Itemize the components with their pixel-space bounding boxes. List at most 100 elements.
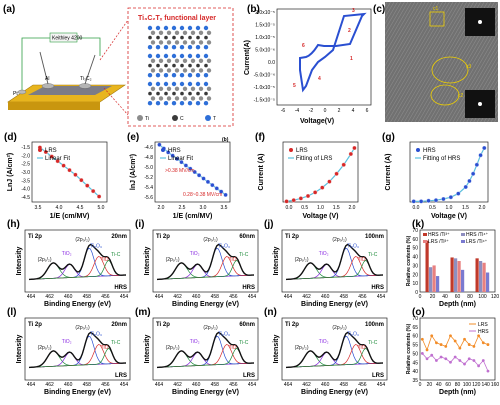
panel-b-ytick-5: -5.0x10⁻⁶ bbox=[254, 73, 275, 79]
panel-e-ytick-5: -5.6 bbox=[144, 195, 153, 201]
panel-f-legend-marker bbox=[289, 148, 293, 152]
panel-h-xtick-2: 460 bbox=[64, 294, 73, 300]
atom-ti-label: Ti bbox=[145, 116, 149, 122]
lattice-atom-83 bbox=[171, 81, 177, 87]
panel-o-point-0-4 bbox=[439, 343, 443, 346]
tem-circle-c2 bbox=[430, 84, 460, 106]
panel-k-xtick-0: 0 bbox=[419, 294, 422, 300]
panel-k-ylabel: Relative contents (%) bbox=[406, 235, 412, 286]
panel-h-state: HRS bbox=[114, 285, 127, 291]
lattice-atom-110 bbox=[198, 96, 204, 101]
panel-h-peak-label-3: Ti₂O₃ bbox=[90, 243, 102, 249]
panel-g-point-1 bbox=[418, 199, 424, 204]
panel-e-point-8 bbox=[192, 169, 197, 175]
panel-j-state: HRS bbox=[371, 285, 384, 291]
lattice-atom-27 bbox=[174, 40, 180, 45]
lattice-atom-96 bbox=[148, 91, 152, 96]
panel-d-xtick-3: 5.0 bbox=[98, 205, 105, 211]
panel-g-legend-0: HRS bbox=[423, 148, 436, 154]
panel-e-fit-line bbox=[159, 144, 226, 196]
panel-h-peak-label-4: Ti-C bbox=[111, 252, 121, 258]
panel-o-point-1-3 bbox=[435, 359, 438, 362]
panel-o-point-0-1 bbox=[425, 348, 429, 352]
panel-k-bar-0-0 bbox=[425, 240, 429, 292]
panel-h-title: Ti 2p bbox=[28, 234, 42, 240]
panel-o-point-1-4 bbox=[439, 355, 443, 359]
lattice-atom-115 bbox=[171, 101, 177, 106]
panel-k-ytick-4: 40 bbox=[412, 255, 418, 261]
panel-k-bar-2-1 bbox=[479, 261, 483, 292]
panel-i-xtick-4: 456 bbox=[229, 294, 238, 300]
panel-i-peak-label-3: Ti₂O₃ bbox=[218, 243, 230, 249]
panel-g-xtick-2: 1.0 bbox=[446, 205, 453, 211]
panel-o-point-1-14 bbox=[486, 369, 490, 373]
panel-k-ytick-1: 10 bbox=[412, 281, 418, 287]
panel-m-ylabel: Intensity bbox=[144, 335, 151, 364]
panel-d-ytick-6: -4.5 bbox=[21, 195, 30, 201]
panel-n-peak-label-2: TiO₂ bbox=[319, 339, 329, 345]
lattice-atom-65 bbox=[158, 68, 164, 73]
panel-e-frame bbox=[154, 141, 231, 203]
ti3c2-electrode bbox=[78, 83, 92, 89]
panel-m-title: Ti 2p bbox=[156, 322, 170, 328]
panel-g-point-6 bbox=[456, 191, 461, 196]
lattice-atom-113 bbox=[155, 101, 161, 106]
panel-e-point-2 bbox=[166, 150, 171, 155]
panel-e-point-3 bbox=[170, 153, 175, 158]
panel-f-point-0 bbox=[284, 199, 289, 204]
panel-n-xtick-1: 462 bbox=[302, 382, 311, 388]
panel-h-peak-label-0: (2p₁/₂) bbox=[38, 257, 52, 263]
panel-k-legend-0: HRS /Ti³⁺ bbox=[428, 232, 450, 238]
lattice-atom-104 bbox=[150, 96, 156, 101]
panel-b-xtick-4: 2 bbox=[338, 108, 341, 114]
lattice-atom-98 bbox=[164, 91, 168, 96]
panel-f-point-1 bbox=[291, 198, 296, 203]
panel-o-point-0-6 bbox=[449, 334, 452, 338]
panel-n-ylabel: Intensity bbox=[273, 335, 280, 364]
panel-j-title: Ti 2p bbox=[285, 234, 299, 240]
lattice-atom-108 bbox=[182, 96, 188, 101]
lattice-atom-77 bbox=[187, 73, 193, 78]
panel-g-xtick-3: 1.5 bbox=[462, 205, 469, 211]
panel-m-envelope bbox=[156, 331, 255, 369]
lattice-atom-22 bbox=[196, 35, 200, 40]
panel-j-peak-label-4: Ti-C bbox=[368, 252, 378, 258]
panel-d-point-10 bbox=[96, 194, 102, 199]
panel-k-bar-1-0 bbox=[450, 257, 454, 292]
lattice-atom-50 bbox=[166, 58, 172, 63]
lattice-atom-26 bbox=[166, 40, 172, 45]
lattice-atom-29 bbox=[190, 40, 196, 45]
panel-d-point-1 bbox=[43, 149, 48, 155]
panel-l-ylabel: Intensity bbox=[16, 335, 23, 364]
panel-h-peak-label-5: TiO bbox=[101, 257, 109, 263]
panel-f-xtick-4: 2.0 bbox=[349, 205, 356, 211]
lattice-atom-19 bbox=[172, 35, 176, 40]
panel-k-xtick-3: 60 bbox=[455, 294, 461, 300]
lattice-atom-92 bbox=[182, 86, 188, 92]
panel-o-point-1-0 bbox=[420, 352, 424, 355]
lattice-atom-117 bbox=[187, 101, 193, 106]
panel-k-ytick-6: 60 bbox=[412, 237, 418, 243]
lattice-atom-8 bbox=[150, 30, 156, 35]
substrate-edge bbox=[8, 102, 100, 110]
lattice-atom-4 bbox=[179, 25, 185, 31]
panel-l-xtick-3: 458 bbox=[83, 382, 92, 388]
panel-k-label: (k) bbox=[412, 219, 424, 230]
panel-h-envelope bbox=[28, 243, 127, 281]
panel-f-xtick-3: 1.5 bbox=[333, 205, 340, 211]
panel-e-point-14 bbox=[219, 189, 224, 194]
panel-g-point-11 bbox=[478, 153, 483, 158]
panel-n-state: LRS bbox=[372, 373, 384, 379]
panel-n-peak-label-1: (2p₃/₂) bbox=[332, 325, 347, 331]
panel-e-xtick-1: 2.5 bbox=[179, 205, 186, 211]
panel-i-peak-label-1: (2p₃/₂) bbox=[203, 237, 218, 243]
panel-o-point-1-8 bbox=[458, 359, 462, 362]
panel-o-point-1-12 bbox=[477, 364, 480, 368]
lattice-atom-86 bbox=[195, 81, 201, 87]
panel-g-ylabel: Current (A) bbox=[385, 154, 392, 191]
atom-c-label: C bbox=[180, 116, 184, 122]
panel-d-ytick-5: -4.0 bbox=[21, 187, 30, 193]
lattice-atom-0 bbox=[147, 25, 153, 31]
panel-m-peak-label-1: (2p₃/₂) bbox=[203, 325, 218, 331]
panel-e-point-13 bbox=[214, 186, 219, 191]
